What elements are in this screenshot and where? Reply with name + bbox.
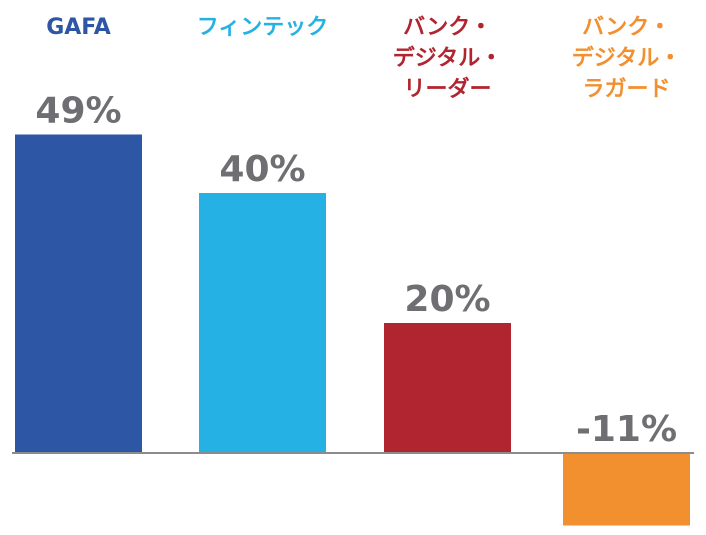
value-label-2: 40% <box>219 149 305 190</box>
labels-group: 49% GAFA 40% フィンテック 20% バンク・デジタル・リーダー -11% バンク・… <box>35 15 681 450</box>
category-label-2-line-1: フィンテック <box>197 15 329 40</box>
bars-group <box>15 134 690 526</box>
category-label-4-line-3: ラガード <box>582 77 670 102</box>
category-label-1-line-1: GAFA <box>46 15 111 40</box>
bar-2 <box>199 193 326 453</box>
value-label-3: 20% <box>404 279 490 320</box>
category-label-3-line-3: リーダー <box>403 76 491 102</box>
category-label-3-line-2: デジタル・ <box>393 45 503 71</box>
category-label-4-line-1: バンク・ <box>582 15 671 40</box>
value-label-1: 49% <box>35 91 121 132</box>
bar-3 <box>384 323 511 453</box>
category-label-3-line-1: バンク・ <box>403 15 492 40</box>
value-label-4: -11% <box>576 409 677 450</box>
bar-1 <box>15 134 142 453</box>
category-label-4-line-2: デジタル・ <box>572 45 682 71</box>
bar-4 <box>563 454 690 526</box>
